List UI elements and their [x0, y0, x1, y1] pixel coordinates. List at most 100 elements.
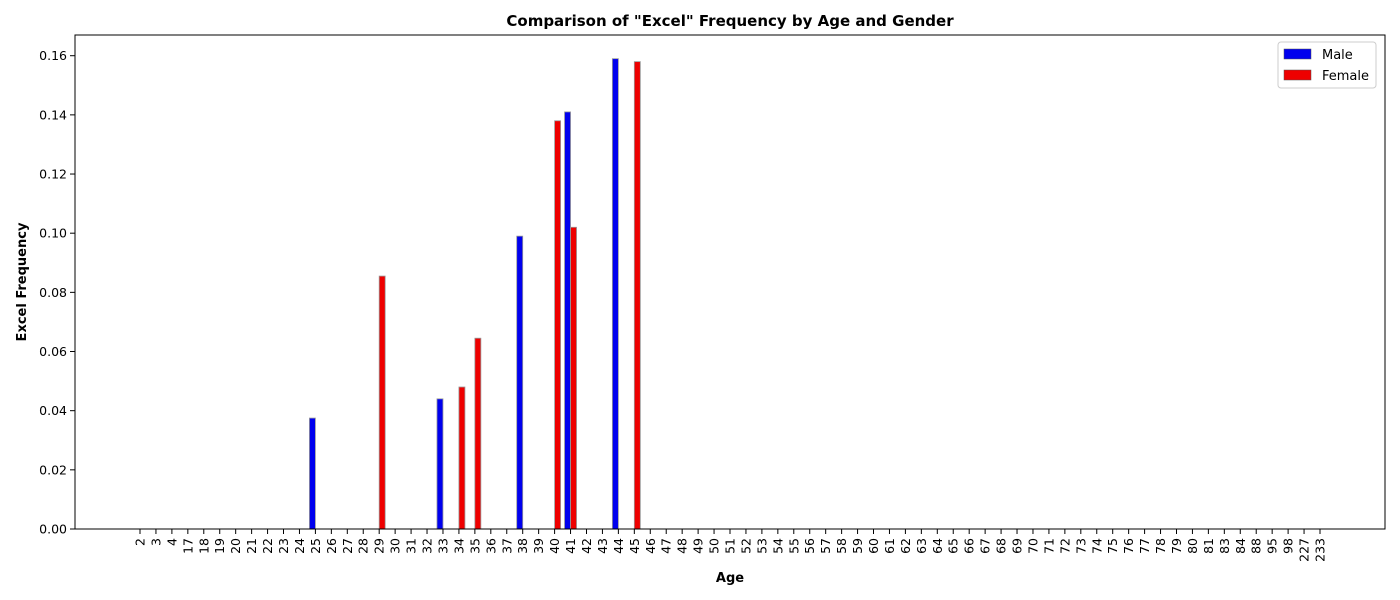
- x-tick-label: 65: [946, 538, 961, 554]
- x-tick-label: 40: [547, 538, 562, 554]
- x-tick-label: 95: [1265, 538, 1280, 554]
- x-tick-label: 3: [148, 538, 163, 546]
- x-tick-label: 74: [1089, 538, 1104, 554]
- x-tick-label: 49: [691, 538, 706, 554]
- x-tick-label: 78: [1153, 538, 1168, 554]
- x-tick-label: 57: [818, 538, 833, 554]
- bar-female-41: [570, 226, 577, 530]
- x-tick-label: 34: [451, 538, 466, 554]
- x-tick-label: 80: [1185, 538, 1200, 554]
- legend-swatch-male: [1283, 48, 1312, 60]
- x-tick-label: 29: [372, 538, 387, 554]
- x-tick-label: 76: [1121, 538, 1136, 554]
- chart-title: Comparison of "Excel" Frequency by Age a…: [506, 12, 954, 30]
- y-tick-label: 0.10: [39, 226, 67, 241]
- y-tick-label: 0.02: [39, 462, 67, 477]
- x-tick-label: 60: [866, 538, 881, 554]
- x-tick-label: 41: [563, 538, 578, 554]
- x-tick-label: 56: [802, 538, 817, 554]
- legend-swatch-female: [1283, 69, 1312, 81]
- x-tick-label: 53: [754, 538, 769, 554]
- x-tick-label: 75: [1105, 538, 1120, 554]
- x-tick-label: 55: [786, 538, 801, 554]
- x-tick-label: 26: [324, 538, 339, 554]
- bar-male-38: [516, 235, 524, 530]
- bar-female-34: [458, 386, 466, 530]
- x-tick-label: 30: [388, 538, 403, 554]
- x-tick-label: 70: [1025, 538, 1040, 554]
- x-tick-label: 37: [499, 538, 514, 554]
- x-tick-label: 79: [1169, 538, 1184, 554]
- x-tick-label: 43: [595, 538, 610, 554]
- x-tick-label: 52: [738, 538, 753, 554]
- x-tick-label: 39: [531, 538, 546, 554]
- bar-male-25: [309, 417, 316, 530]
- bar-male-33: [436, 398, 444, 530]
- y-tick-label: 0.12: [39, 167, 67, 182]
- bar-female-29: [378, 275, 386, 530]
- x-axis: 2 3 4 17 18 19 20 21 22 23 24 25 26 27 28 29 30 31 32 33 34 3…: [133, 529, 1328, 562]
- x-tick-label: 84: [1233, 538, 1248, 554]
- x-tick-label: 48: [675, 538, 690, 554]
- x-tick-label: 19: [212, 538, 227, 554]
- x-tick-label: 58: [834, 538, 849, 554]
- x-tick-label: 59: [850, 538, 865, 554]
- x-tick-label: 71: [1041, 538, 1056, 554]
- x-tick-label: 38: [515, 538, 530, 554]
- x-tick-label: 64: [930, 538, 945, 554]
- bar-male-44: [611, 58, 619, 530]
- legend-label-male: Male: [1322, 48, 1353, 63]
- x-tick-label: 46: [643, 538, 658, 554]
- x-tick-label: 54: [770, 538, 785, 554]
- bar-female-45: [633, 61, 641, 530]
- x-tick-label: 44: [611, 538, 626, 554]
- x-tick-label: 227: [1297, 538, 1312, 562]
- x-tick-label: 17: [180, 538, 195, 554]
- x-tick-label: 4: [164, 538, 179, 546]
- y-tick-label: 0.08: [39, 285, 67, 300]
- x-tick-label: 62: [898, 538, 913, 554]
- y-tick-label: 0.16: [39, 48, 67, 63]
- x-tick-label: 24: [292, 538, 307, 554]
- y-tick-label: 0.06: [39, 344, 67, 359]
- legend: Male Female: [1277, 41, 1377, 89]
- x-tick-label: 27: [340, 538, 355, 554]
- x-tick-label: 72: [1057, 538, 1072, 554]
- x-tick-label: 81: [1201, 538, 1216, 554]
- x-tick-label: 42: [579, 538, 594, 554]
- x-tick-label: 28: [356, 538, 371, 554]
- x-tick-label: 36: [483, 538, 498, 554]
- y-tick-label: 0.00: [39, 522, 67, 537]
- x-tick-label: 20: [228, 538, 243, 554]
- x-tick-label: 23: [276, 538, 291, 554]
- x-tick-label: 88: [1249, 538, 1264, 554]
- y-tick-label: 0.04: [39, 403, 67, 418]
- legend-label-female: Female: [1322, 69, 1369, 84]
- x-tick-label: 31: [404, 538, 419, 554]
- y-axis-label: Excel Frequency: [15, 222, 30, 341]
- x-tick-label: 47: [659, 538, 674, 554]
- bar-male-41: [564, 111, 571, 530]
- x-tick-label: 45: [627, 538, 642, 554]
- x-tick-label: 25: [308, 538, 323, 554]
- x-tick-label: 2: [133, 538, 148, 546]
- x-tick-label: 68: [994, 538, 1009, 554]
- x-tick-label: 50: [707, 538, 722, 554]
- x-tick-label: 51: [723, 538, 738, 554]
- x-tick-label: 69: [1010, 538, 1025, 554]
- x-tick-label: 61: [882, 538, 897, 554]
- x-tick-label: 32: [420, 538, 435, 554]
- x-tick-label: 63: [914, 538, 929, 554]
- x-tick-label: 233: [1313, 538, 1328, 562]
- x-axis-label: Age: [716, 571, 744, 586]
- x-tick-label: 18: [196, 538, 211, 554]
- y-axis: 0.00 0.02 0.04 0.06 0.08 0.10 0.12 0.14 0.16: [39, 48, 75, 537]
- x-tick-label: 66: [962, 538, 977, 554]
- bar-female-40: [554, 120, 561, 530]
- bars: [309, 58, 641, 530]
- x-tick-label: 77: [1137, 538, 1152, 554]
- x-tick-label: 33: [435, 538, 450, 554]
- x-tick-label: 67: [978, 538, 993, 554]
- x-tick-label: 98: [1281, 538, 1296, 554]
